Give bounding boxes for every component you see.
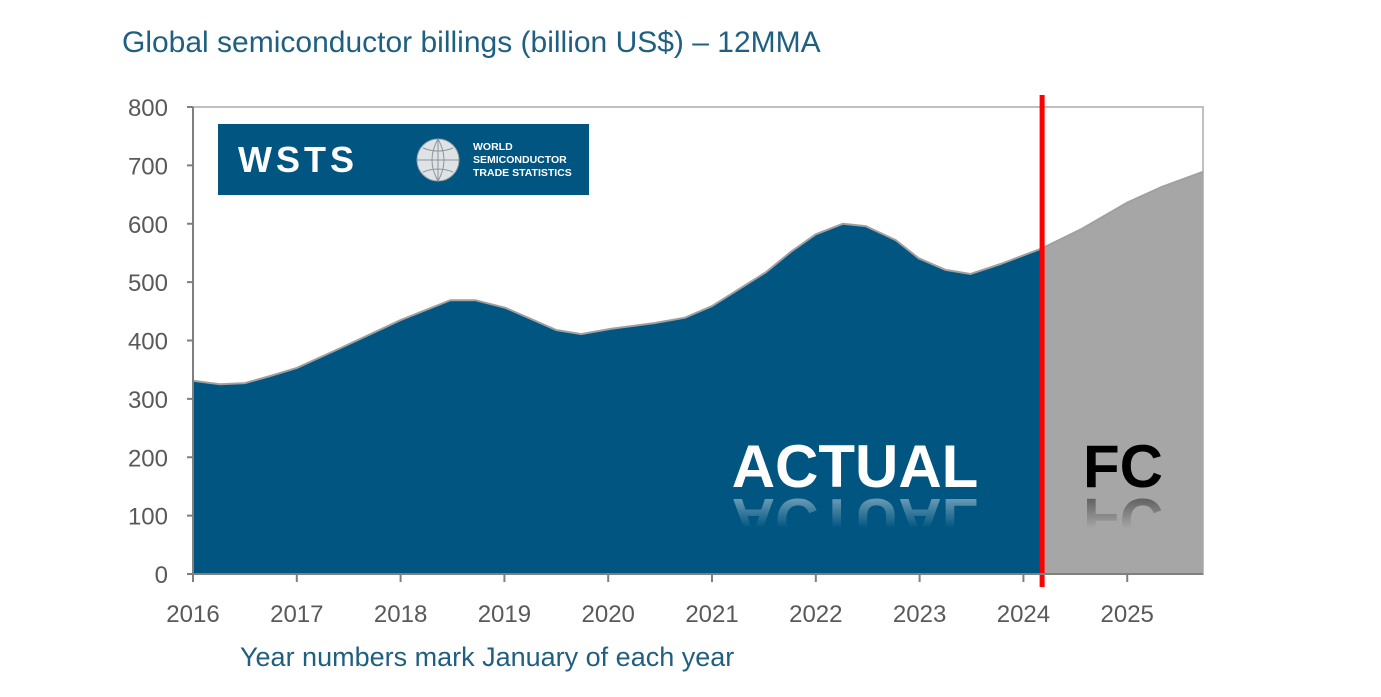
x-tick-label: 2025: [1101, 601, 1154, 628]
actual-label: ACTUAL: [731, 433, 979, 500]
x-axis-label: Year numbers mark January of each year: [240, 642, 735, 672]
forecast-label: FC: [1083, 433, 1163, 500]
y-tick-label: 0: [155, 562, 168, 589]
x-tick-label: 2019: [478, 601, 531, 628]
x-tick-label: 2024: [997, 601, 1050, 628]
y-tick-label: 200: [128, 445, 168, 472]
line-actual: [192, 222, 1043, 386]
svg-text:SEMICONDUCTOR: SEMICONDUCTOR: [473, 154, 567, 166]
chart-title: Global semiconductor billings (billion U…: [122, 26, 821, 59]
x-tick-label: 2021: [685, 601, 738, 628]
svg-text:TRADE STATISTICS: TRADE STATISTICS: [473, 167, 572, 179]
y-tick-label: 800: [128, 95, 168, 122]
x-tick-label: 2016: [166, 601, 219, 628]
y-tick-label: 400: [128, 329, 168, 356]
area-fc: [1042, 171, 1203, 575]
x-tick-label: 2018: [374, 601, 427, 628]
y-tick-label: 300: [128, 387, 168, 414]
x-tick-label: 2017: [270, 601, 323, 628]
x-tick-label: 2023: [893, 601, 946, 628]
y-tick-label: 700: [128, 153, 168, 180]
y-tick-label: 100: [128, 504, 168, 531]
x-tick-label: 2022: [789, 601, 842, 628]
svg-text:WORLD: WORLD: [473, 141, 513, 153]
wsts-logo: WSTS WORLD SEMICONDUCTOR TRADE STATISTIC…: [218, 124, 589, 195]
x-tick-label: 2020: [582, 601, 635, 628]
line-fc: [1041, 170, 1204, 250]
y-tick-label: 600: [128, 212, 168, 239]
area-actual: [193, 223, 1043, 575]
y-tick-label: 500: [128, 270, 168, 297]
svg-text:WSTS: WSTS: [238, 139, 358, 180]
